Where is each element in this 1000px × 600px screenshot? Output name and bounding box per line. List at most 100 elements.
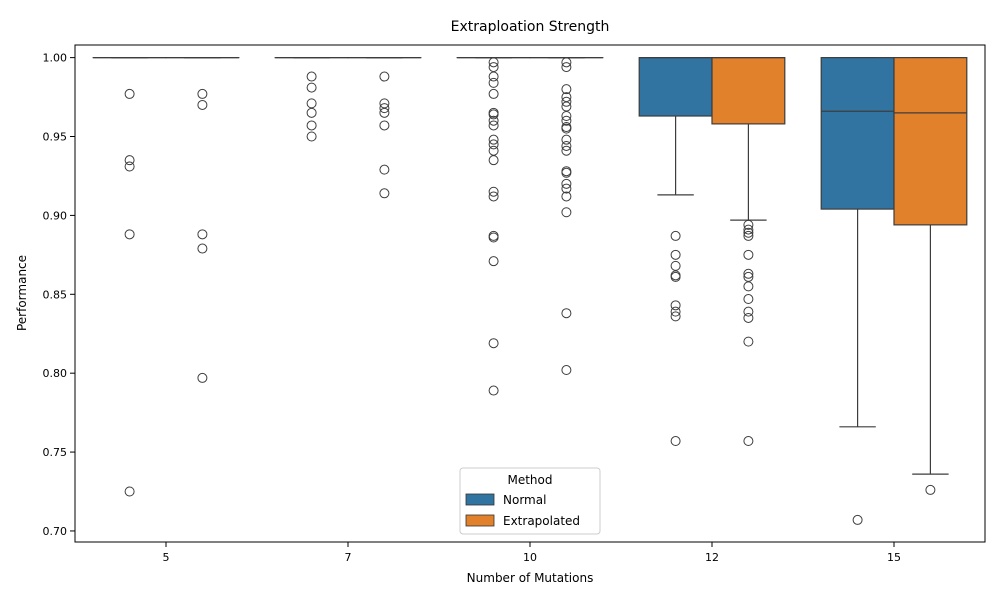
- outlier-point: [743, 312, 754, 323]
- outlier-point: [561, 134, 572, 145]
- outlier-point: [743, 227, 754, 238]
- plot-area: [92, 57, 968, 525]
- outlier-point: [852, 514, 863, 525]
- x-tick-label: 15: [887, 551, 901, 564]
- outlier-point: [306, 120, 317, 131]
- outlier-point: [743, 230, 754, 241]
- y-axis: 0.70 0.75 0.80 0.85 0.90 0.95 1.00: [43, 52, 75, 538]
- outlier-point: [561, 57, 572, 68]
- outlier-point: [379, 164, 390, 175]
- outlier-point: [488, 139, 499, 150]
- outlier-point: [124, 229, 135, 240]
- outlier-point: [561, 96, 572, 107]
- box-group-extrapolated: [165, 57, 240, 383]
- outlier-point: [488, 88, 499, 99]
- legend-swatch-normal: [465, 493, 495, 506]
- outlier-point: [561, 207, 572, 218]
- outlier-point: [488, 115, 499, 126]
- outlier-point: [124, 88, 135, 99]
- legend-title: Method: [507, 473, 552, 487]
- box-extrapolated: [893, 57, 968, 226]
- outlier-point: [488, 134, 499, 145]
- box-group-normal: [274, 57, 349, 142]
- box-normal: [820, 57, 895, 210]
- outlier-point: [743, 268, 754, 279]
- outlier-point: [488, 57, 499, 68]
- box-group-extrapolated: [529, 57, 604, 376]
- outlier-point: [670, 306, 681, 317]
- outlier-point: [124, 155, 135, 166]
- outlier-point: [743, 306, 754, 317]
- outlier-point: [925, 484, 936, 495]
- outlier-point: [197, 229, 208, 240]
- x-axis: 5 7 10 12 15: [163, 542, 901, 564]
- legend-frame: [459, 467, 601, 535]
- outlier-point: [561, 111, 572, 121]
- outlier-point: [488, 109, 499, 120]
- outlier-point: [197, 243, 208, 254]
- outlier-point: [561, 365, 572, 376]
- outlier-point: [197, 88, 208, 99]
- outlier-point: [379, 103, 390, 114]
- outlier-point: [488, 77, 499, 88]
- outlier-point: [561, 191, 572, 202]
- y-tick-label: 0.95: [43, 131, 68, 144]
- outlier-point: [488, 385, 499, 396]
- x-tick-label: 12: [705, 551, 719, 564]
- outlier-point: [561, 84, 572, 95]
- box-group-extrapolated: [711, 57, 786, 447]
- outlier-point: [488, 186, 499, 197]
- outlier-point: [488, 256, 499, 267]
- y-tick-label: 0.80: [43, 367, 68, 380]
- outlier-point: [561, 178, 572, 189]
- outlier-point: [743, 224, 754, 235]
- outlier-point: [306, 107, 317, 118]
- outlier-point: [561, 123, 572, 134]
- box-group-normal: [820, 57, 895, 525]
- legend-label-extrapolated: Extrapolated: [503, 514, 580, 528]
- legend: Method Normal Extrapolated: [459, 467, 601, 535]
- y-tick-label: 1.00: [43, 52, 68, 65]
- outlier-point: [379, 71, 390, 82]
- outlier-point: [124, 486, 135, 497]
- outlier-point: [561, 308, 572, 319]
- outlier-point: [197, 99, 208, 110]
- x-tick-label: 7: [345, 551, 352, 564]
- box-group-normal: [92, 57, 167, 497]
- outlier-point: [743, 336, 754, 347]
- outlier-point: [488, 120, 499, 131]
- outlier-point: [561, 183, 572, 194]
- box-group-normal: [456, 57, 531, 396]
- outlier-point: [379, 107, 390, 118]
- legend-swatch-extrapolated: [465, 514, 495, 527]
- outlier-point: [306, 71, 317, 82]
- box-normal: [638, 57, 713, 117]
- outlier-point: [488, 338, 499, 349]
- y-tick-label: 0.90: [43, 209, 68, 222]
- outlier-point: [379, 120, 390, 131]
- outlier-point: [670, 249, 681, 260]
- y-tick-label: 0.85: [43, 288, 68, 301]
- box-group-extrapolated: [893, 57, 968, 495]
- outlier-point: [670, 311, 681, 322]
- outlier-point: [743, 249, 754, 260]
- outlier-point: [561, 140, 572, 151]
- outlier-point: [670, 271, 681, 282]
- outlier-point: [743, 294, 754, 305]
- outlier-point: [743, 436, 754, 447]
- outlier-point: [379, 188, 390, 199]
- x-axis-label: Number of Mutations: [467, 571, 594, 585]
- outlier-point: [743, 219, 754, 230]
- chart-title: Extraploation Strength: [451, 19, 610, 35]
- y-tick-label: 0.70: [43, 525, 68, 538]
- box-group-extrapolated: [347, 57, 422, 199]
- outlier-point: [670, 436, 681, 447]
- outlier-point: [488, 232, 499, 243]
- outlier-point: [561, 115, 572, 126]
- y-tick-label: 0.75: [43, 446, 68, 459]
- outlier-point: [306, 131, 317, 142]
- outlier-point: [561, 145, 572, 156]
- x-tick-label: 5: [163, 551, 170, 564]
- y-axis-label: Performance: [15, 255, 29, 331]
